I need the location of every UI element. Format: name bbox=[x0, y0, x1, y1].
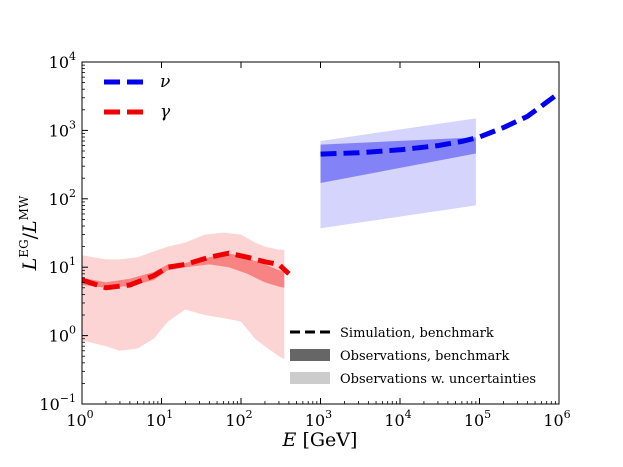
legend-series-label: γ bbox=[160, 102, 171, 122]
legend-series-label: ν bbox=[160, 72, 170, 92]
y-tick-label: 10−1 bbox=[39, 392, 76, 414]
legend-series: νγ bbox=[104, 72, 171, 122]
legend-style-swatch bbox=[290, 349, 330, 361]
y-tick-label: 100 bbox=[49, 324, 76, 346]
data-lines bbox=[81, 91, 561, 291]
y-tick-label: 102 bbox=[49, 187, 76, 209]
x-tick-labels: 100 101 102 103 104 105 106 bbox=[66, 408, 570, 430]
x-tick-label: 105 bbox=[464, 408, 491, 430]
legend-style-swatch bbox=[290, 372, 330, 384]
gamma-simulation-line bbox=[81, 250, 291, 291]
legend-style-label: Simulation, benchmark bbox=[340, 326, 494, 341]
nu-simulation-line bbox=[320, 91, 561, 157]
y-axis-label: LEG/LMW bbox=[17, 195, 41, 271]
x-tick-label: 104 bbox=[384, 408, 411, 430]
data-bands bbox=[82, 118, 476, 360]
x-tick-label: 100 bbox=[66, 408, 93, 430]
x-tick-label: 106 bbox=[543, 408, 570, 430]
svg-text:LEG/LMW: LEG/LMW bbox=[17, 195, 41, 271]
legend-style-label: Observations w. uncertainties bbox=[340, 372, 536, 387]
y-tick-label: 104 bbox=[49, 50, 76, 72]
y-tick-labels: 10−1 100 101 102 103 104 bbox=[39, 50, 76, 414]
legend-style: Simulation, benchmark Observations, bench… bbox=[290, 326, 536, 387]
x-tick-label: 102 bbox=[225, 408, 252, 430]
x-axis-label: E [GeV] bbox=[282, 429, 358, 451]
gamma-uncertainty-band bbox=[82, 232, 285, 360]
legend-style-label: Observations, benchmark bbox=[340, 349, 510, 364]
x-tick-label: 103 bbox=[305, 408, 332, 430]
y-tick-label: 103 bbox=[49, 118, 76, 140]
x-tick-label: 101 bbox=[146, 408, 173, 430]
nu-benchmark-band bbox=[320, 137, 476, 183]
gamma-benchmark-band bbox=[82, 253, 285, 288]
y-tick-label: 101 bbox=[49, 255, 76, 277]
axis-ticks bbox=[81, 61, 560, 405]
